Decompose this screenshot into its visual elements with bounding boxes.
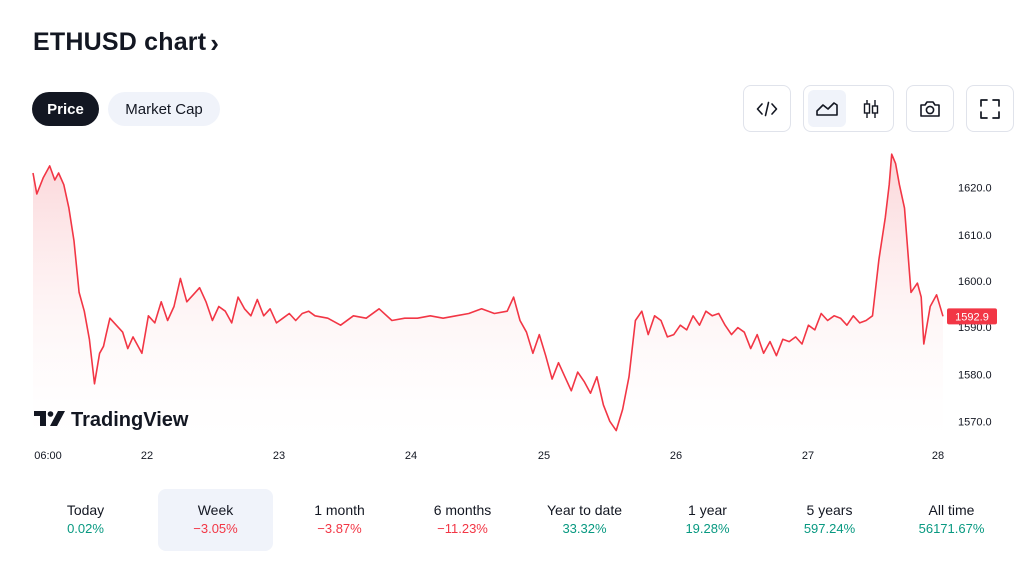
- period-change: −3.05%: [193, 521, 238, 536]
- period-performance-bar: Today 0.02% Week −3.05% 1 month −3.87% 6…: [28, 489, 998, 551]
- candles-chart-icon: [863, 99, 879, 118]
- y-axis-tick-label: 1570.0: [958, 417, 992, 429]
- period-change: −3.87%: [317, 521, 362, 536]
- chart-type-toolbar: [803, 85, 894, 132]
- page-title[interactable]: ETHUSD chart ›: [33, 28, 219, 57]
- price-area-fill: [33, 154, 943, 440]
- period-label: 1 month: [314, 502, 365, 518]
- area-chart-icon: [816, 101, 838, 116]
- area-chart-button[interactable]: [808, 90, 846, 127]
- period-label: Week: [197, 502, 234, 518]
- embed-code-button[interactable]: [748, 90, 786, 127]
- embed-toolbar: [743, 85, 791, 132]
- period-label: 1 year: [688, 502, 727, 518]
- x-axis-tick-label: 25: [538, 450, 550, 462]
- x-axis-tick-label: 22: [141, 450, 153, 462]
- camera-icon: [920, 100, 940, 117]
- period-today[interactable]: Today 0.02%: [28, 489, 143, 551]
- period-week[interactable]: Week −3.05%: [158, 489, 273, 551]
- period-6-months[interactable]: 6 months −11.23%: [405, 489, 520, 551]
- candles-chart-button[interactable]: [852, 90, 890, 127]
- period-5-years[interactable]: 5 years 597.24%: [772, 489, 887, 551]
- period-change: 56171.67%: [918, 521, 985, 536]
- x-axis-tick-label: 23: [273, 450, 285, 462]
- period-year-to-date[interactable]: Year to date 33.32%: [527, 489, 642, 551]
- last-price-badge: [947, 308, 997, 325]
- tradingview-logo-icon: [34, 411, 65, 426]
- fullscreen-button[interactable]: [971, 90, 1009, 127]
- x-axis-tick-label: 24: [405, 450, 417, 462]
- tab-market-cap[interactable]: Market Cap: [108, 92, 220, 126]
- snapshot-toolbar: [906, 85, 954, 132]
- last-price-label: 1592.9: [955, 311, 989, 323]
- price-chart[interactable]: 1620.0 1610.0 1600.0 1590.0 1580.0 1570.0 06:…: [0, 140, 1024, 470]
- period-label: Year to date: [547, 502, 622, 518]
- period-label: All time: [928, 502, 975, 518]
- embed-code-icon: [756, 101, 778, 116]
- tradingview-logo: TradingView: [34, 409, 189, 431]
- x-axis-tick-label: 27: [802, 450, 814, 462]
- chevron-right-icon: ›: [210, 27, 220, 58]
- chart-title: ETHUSD chart: [33, 28, 207, 56]
- tab-price[interactable]: Price: [32, 92, 99, 126]
- period-label: 6 months: [433, 502, 492, 518]
- period-1-year[interactable]: 1 year 19.28%: [650, 489, 765, 551]
- tradingview-wordmark: TradingView: [71, 409, 189, 431]
- period-change: 597.24%: [803, 521, 856, 536]
- snapshot-button[interactable]: [911, 90, 949, 127]
- fullscreen-toolbar: [966, 85, 1014, 132]
- y-axis-tick-label: 1620.0: [958, 183, 992, 195]
- period-change: 33.32%: [562, 521, 607, 536]
- x-axis-tick-label: 28: [932, 450, 944, 462]
- fullscreen-icon: [980, 98, 1000, 119]
- y-axis-tick-label: 1580.0: [958, 370, 992, 382]
- x-axis-tick-label: 26: [670, 450, 682, 462]
- period-change: 0.02%: [67, 521, 104, 536]
- period-label: 5 years: [806, 502, 853, 518]
- period-change: 19.28%: [685, 521, 730, 536]
- y-axis-tick-label: 1590.0: [958, 322, 992, 334]
- y-axis-tick-label: 1610.0: [958, 230, 992, 242]
- price-line: [32, 153, 944, 432]
- y-axis-tick-label: 1600.0: [958, 276, 992, 288]
- period-1-month[interactable]: 1 month −3.87%: [282, 489, 397, 551]
- period-change: −11.23%: [437, 521, 488, 536]
- period-label: Today: [66, 502, 105, 518]
- x-axis-tick-label: 06:00: [34, 450, 62, 462]
- period-all-time[interactable]: All time 56171.67%: [894, 489, 1009, 551]
